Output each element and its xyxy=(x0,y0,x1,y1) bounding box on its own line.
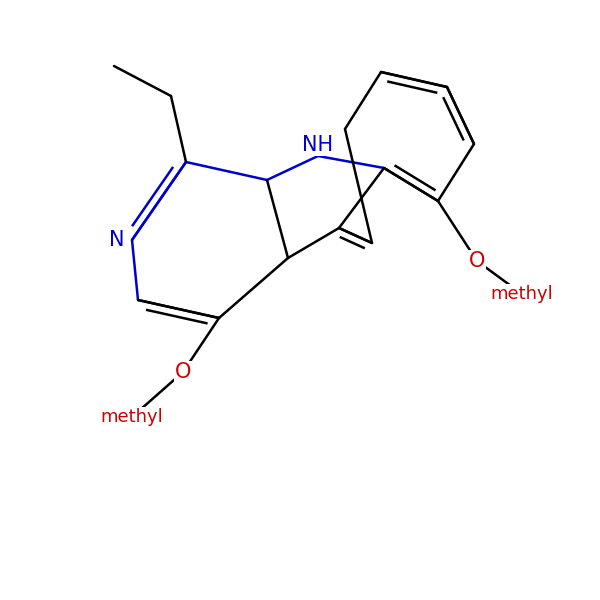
Text: O: O xyxy=(469,251,485,271)
Text: NH: NH xyxy=(302,135,334,155)
Text: O: O xyxy=(175,362,191,382)
Text: N: N xyxy=(109,230,125,250)
Text: methyl: methyl xyxy=(491,285,553,303)
Text: methyl: methyl xyxy=(101,408,163,426)
